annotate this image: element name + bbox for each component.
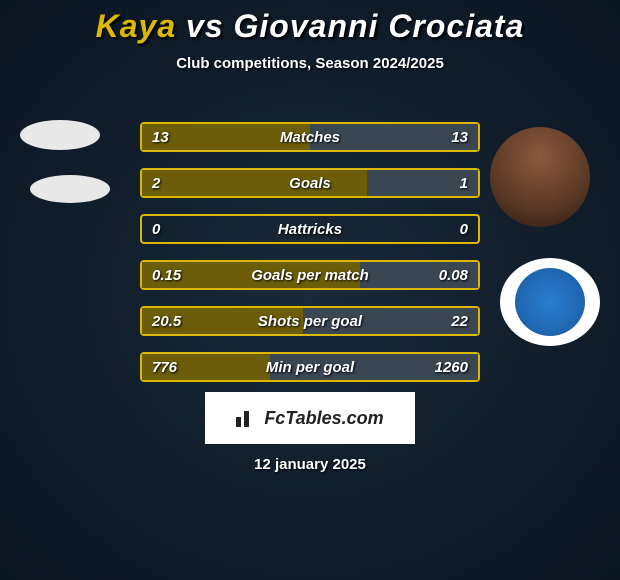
club-logo-icon (515, 268, 585, 336)
player1-name: Kaya (96, 8, 177, 44)
stat-label: Goals per match (142, 262, 478, 290)
date-text: 12 january 2025 (0, 456, 620, 473)
stat-value-right: 0.08 (439, 262, 468, 290)
stat-value-right: 1 (460, 170, 468, 198)
stat-label: Hattricks (142, 216, 478, 244)
player2-name: Giovanni Crociata (234, 8, 525, 44)
player2-club-badge (500, 258, 600, 346)
title: Kaya vs Giovanni Crociata (0, 0, 620, 45)
stat-value-right: 22 (451, 308, 468, 336)
player2-avatar (490, 127, 590, 227)
chart-icon (236, 409, 258, 427)
stat-row: Goals2 1 (140, 168, 480, 198)
stat-value-left: 0 (152, 216, 160, 244)
stat-value-left: 13 (152, 124, 169, 152)
stat-row: Goals per match0.15 0.08 (140, 260, 480, 290)
comparison-card: Kaya vs Giovanni Crociata Club competiti… (0, 0, 620, 580)
player1-club-badge (30, 175, 110, 203)
stat-value-left: 2 (152, 170, 160, 198)
stat-row: Shots per goal20.5 22 (140, 306, 480, 336)
stat-value-left: 776 (152, 354, 177, 382)
player1-avatar (20, 120, 100, 150)
branding-box: FcTables.com (205, 392, 415, 444)
branding-text: FcTables.com (264, 408, 383, 429)
stat-value-right: 0 (460, 216, 468, 244)
stat-label: Shots per goal (142, 308, 478, 336)
stat-row: Min per goal776 1260 (140, 352, 480, 382)
vs-text: vs (186, 8, 224, 44)
stat-row: Matches13 13 (140, 122, 480, 152)
subtitle: Club competitions, Season 2024/2025 (0, 55, 620, 72)
stat-value-right: 13 (451, 124, 468, 152)
stat-value-right: 1260 (435, 354, 468, 382)
stat-label: Goals (142, 170, 478, 198)
stat-label: Matches (142, 124, 478, 152)
stat-value-left: 20.5 (152, 308, 181, 336)
stat-label: Min per goal (142, 354, 478, 382)
stat-row: Hattricks0 0 (140, 214, 480, 244)
stat-value-left: 0.15 (152, 262, 181, 290)
stats-table: Matches13 13 Goals2 1 Hattricks0 0 Goals per m… (140, 122, 480, 398)
